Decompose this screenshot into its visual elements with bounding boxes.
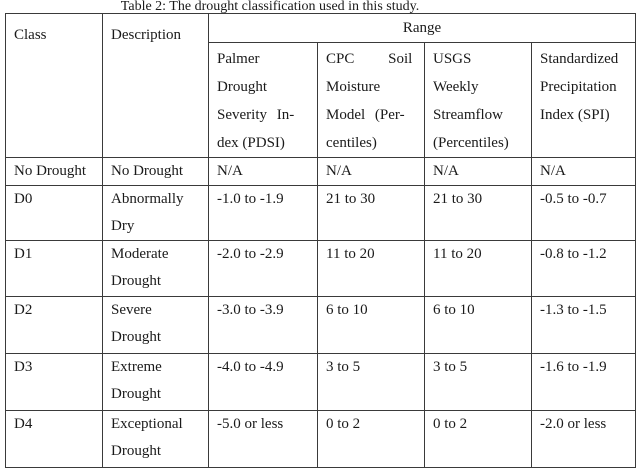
header-line: (Percentiles) <box>433 135 509 151</box>
col-header-range: Range <box>207 13 637 43</box>
cell-usgs: 3 to 5 <box>424 353 532 411</box>
header-line: Weekly <box>433 79 479 95</box>
header-line: CPC Soil <box>326 51 413 67</box>
cell-pdsi: -1.0 to -1.9 <box>208 185 318 241</box>
cell-class: D0 <box>5 185 103 241</box>
col-header-cpc-soil-moisture: CPC Soil Moisture Model (Per- centiles) <box>317 42 425 158</box>
cell-spi: -2.0 or less <box>530 410 637 468</box>
cell-usgs: 0 to 2 <box>424 410 532 468</box>
table-row-d3: D3 Extreme Drought -4.0 to -4.9 3 to 5 3… <box>5 353 637 411</box>
cell-usgs: N/A <box>424 157 532 186</box>
cell-pdsi: N/A <box>208 157 318 186</box>
cell-cpc: 6 to 10 <box>317 296 425 354</box>
cell-pdsi: -5.0 or less <box>208 410 318 468</box>
cell-cpc: N/A <box>317 157 425 186</box>
col-header-class: Class <box>5 13 103 158</box>
cell-spi: N/A <box>530 157 637 186</box>
header-line: Standardized <box>540 51 619 67</box>
cell-pdsi: -4.0 to -4.9 <box>208 353 318 411</box>
cell-spi: -0.8 to -1.2 <box>530 240 637 297</box>
header-row-top: Class Description Range <box>5 13 637 158</box>
cell-class: D4 <box>5 410 103 468</box>
cell-description: Moderate Drought <box>102 240 209 297</box>
cell-class: D3 <box>5 353 103 411</box>
drought-classification-table: Class Description Range Palmer Drought S… <box>5 13 637 468</box>
cell-description: Extreme Drought <box>102 353 209 411</box>
cell-spi: -1.6 to -1.9 <box>530 353 637 411</box>
header-line: Streamflow <box>433 107 503 123</box>
header-line: Index (SPI) <box>540 107 610 123</box>
cell-description: Severe Drought <box>102 296 209 354</box>
cell-usgs: 6 to 10 <box>424 296 532 354</box>
cell-usgs: 21 to 30 <box>424 185 532 241</box>
col-header-spi: Standardized Precipitation Index (SPI) <box>530 42 637 158</box>
cell-pdsi: -3.0 to -3.9 <box>208 296 318 354</box>
cell-class: D1 <box>5 240 103 297</box>
col-header-description: Description <box>102 13 209 158</box>
cell-usgs: 11 to 20 <box>424 240 532 297</box>
cell-pdsi: -2.0 to -2.9 <box>208 240 318 297</box>
cell-spi: -0.5 to -0.7 <box>530 185 637 241</box>
header-line: Palmer <box>217 51 260 67</box>
header-line: Drought <box>217 79 267 95</box>
table-caption: Table 2: The drought classification used… <box>120 0 420 14</box>
col-header-pdsi: Palmer Drought Severity In- dex (PDSI) <box>208 42 318 158</box>
cell-cpc: 21 to 30 <box>317 185 425 241</box>
header-line: Model (Per- <box>326 107 405 123</box>
header-line: Severity In- <box>217 107 295 123</box>
header-line: Moisture <box>326 79 381 95</box>
table-row-d2: D2 Severe Drought -3.0 to -3.9 6 to 10 6… <box>5 296 637 354</box>
col-header-usgs-streamflow: USGS Weekly Streamflow (Percentiles) <box>424 42 532 158</box>
table-row-d0: D0 Abnormally Dry -1.0 to -1.9 21 to 30 … <box>5 185 637 241</box>
cell-spi: -1.3 to -1.5 <box>530 296 637 354</box>
cell-cpc: 0 to 2 <box>317 410 425 468</box>
cell-class: D2 <box>5 296 103 354</box>
cell-cpc: 11 to 20 <box>317 240 425 297</box>
header-line: USGS <box>433 51 472 67</box>
cell-class: No Drought <box>5 157 103 186</box>
header-line: dex (PDSI) <box>217 135 285 151</box>
table-row-d4: D4 Exceptional Drought -5.0 or less 0 to… <box>5 410 637 468</box>
header-line: Precipitation <box>540 79 617 95</box>
cell-cpc: 3 to 5 <box>317 353 425 411</box>
header-line: centiles) <box>326 135 377 151</box>
cell-description: No Drought <box>102 157 209 186</box>
table-row-d1: D1 Moderate Drought -2.0 to -2.9 11 to 2… <box>5 240 637 297</box>
table-row-no-drought: No Drought No Drought N/A N/A N/A N/A <box>5 157 637 186</box>
cell-description: Abnormally Dry <box>102 185 209 241</box>
cell-description: Exceptional Drought <box>102 410 209 468</box>
